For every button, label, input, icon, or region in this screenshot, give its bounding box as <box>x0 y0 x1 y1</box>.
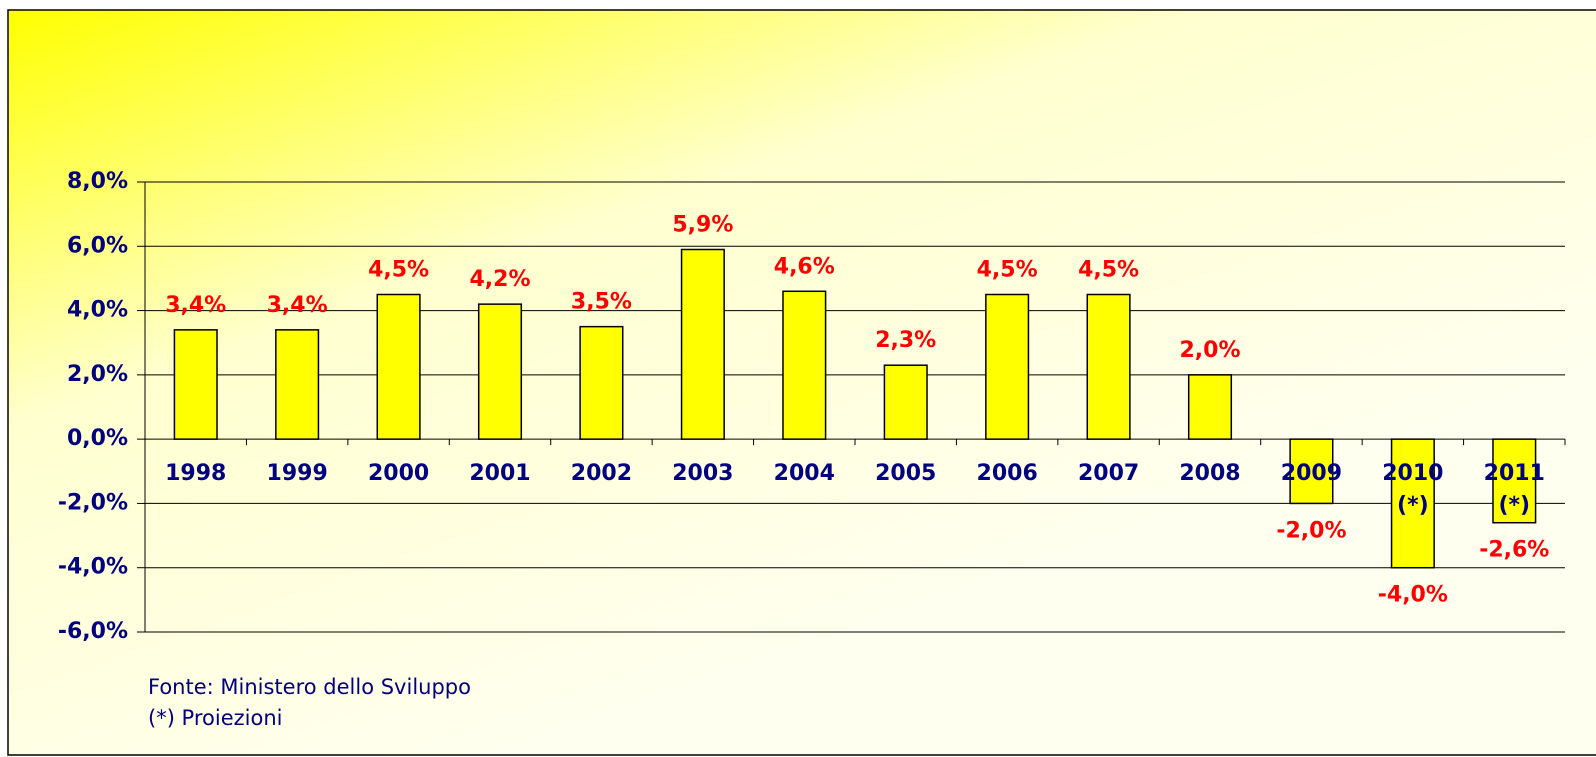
value-label: -2,6% <box>1479 538 1549 563</box>
x-tick-label: 2002 <box>571 461 632 486</box>
value-label: 5,9% <box>672 213 733 238</box>
value-label: 3,4% <box>267 293 328 318</box>
bar <box>477 303 523 440</box>
bar <box>782 290 827 440</box>
y-tick-label: -2,0% <box>58 490 128 515</box>
x-tick-label: 2006 <box>977 461 1038 486</box>
bar <box>1289 438 1334 505</box>
x-tick-label: 2005 <box>875 461 936 486</box>
bar <box>173 329 218 440</box>
x-tick-label: 2009 <box>1281 461 1342 486</box>
bar <box>376 293 421 440</box>
value-label: 4,2% <box>469 267 530 292</box>
x-tick-label: 1999 <box>267 461 328 486</box>
bar <box>985 293 1030 440</box>
x-tick-label: 2003 <box>672 461 733 486</box>
value-label: 4,5% <box>1078 258 1139 283</box>
value-label: 2,3% <box>875 328 936 353</box>
y-tick-label: -4,0% <box>58 555 128 580</box>
x-tick-label: 2010 (*) <box>1382 461 1443 518</box>
x-tick-label: 1998 <box>165 461 226 486</box>
value-label: 4,6% <box>774 254 835 279</box>
source-note: Fonte: Ministero dello Sviluppo <box>148 675 471 699</box>
bar <box>1492 438 1537 524</box>
y-tick-label: 4,0% <box>67 298 128 323</box>
bar <box>1187 374 1233 440</box>
x-tick-label: 2004 <box>774 461 835 486</box>
y-tick-label: 6,0% <box>67 233 128 258</box>
value-label: 3,4% <box>165 293 226 318</box>
bar <box>883 364 928 440</box>
value-label: 4,5% <box>977 258 1038 283</box>
x-tick-label: 2011 (*) <box>1484 461 1545 518</box>
value-label: -2,0% <box>1276 518 1346 543</box>
bar <box>680 248 725 440</box>
bar <box>1086 293 1131 440</box>
value-label: 3,5% <box>571 290 632 315</box>
x-tick-label: 2008 <box>1179 461 1240 486</box>
y-tick-label: 8,0% <box>67 169 128 194</box>
bar <box>579 325 624 440</box>
y-tick-label: 2,0% <box>67 362 128 387</box>
projection-note: (*) Proiezioni <box>148 706 282 730</box>
x-tick-label: 2007 <box>1078 461 1139 486</box>
x-tick-label: 2001 <box>469 461 530 486</box>
bar <box>275 329 320 440</box>
y-tick-label: -6,0% <box>58 619 128 644</box>
value-label: 4,5% <box>368 258 429 283</box>
value-label: -4,0% <box>1378 583 1448 608</box>
value-label: 2,0% <box>1179 338 1240 363</box>
y-tick-label: 0,0% <box>67 426 128 451</box>
x-tick-label: 2000 <box>368 461 429 486</box>
bar <box>1390 438 1435 569</box>
